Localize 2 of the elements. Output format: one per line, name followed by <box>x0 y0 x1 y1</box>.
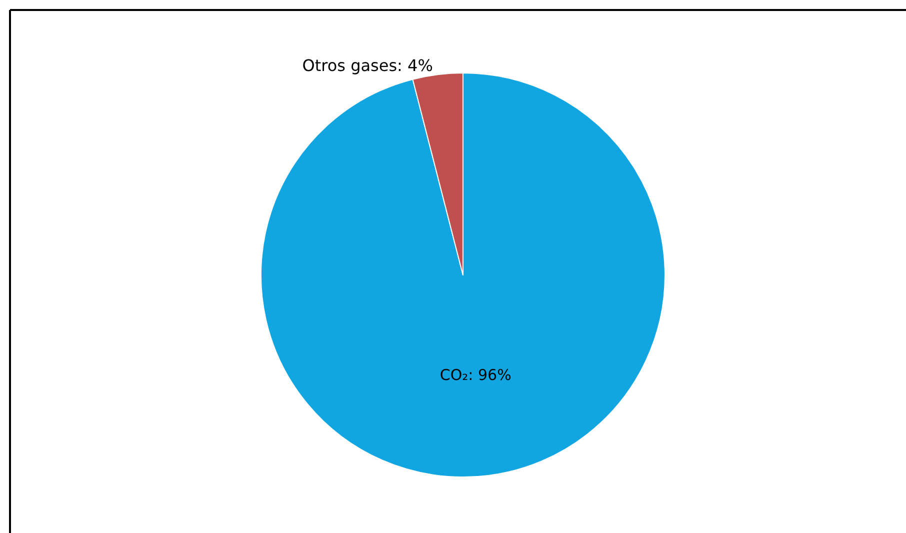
slice-label: CO₂: 96% <box>440 366 512 384</box>
slice-label: Otros gases: 4% <box>302 56 433 75</box>
